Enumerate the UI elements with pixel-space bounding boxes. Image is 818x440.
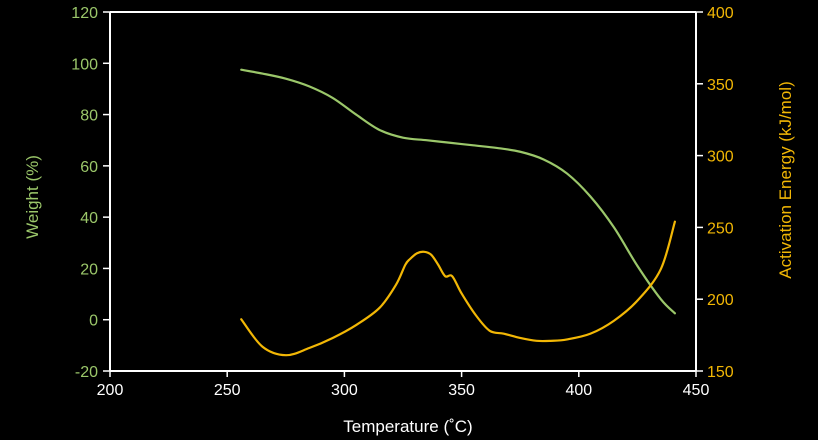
y-tick-label: 120 — [71, 5, 98, 22]
y-tick-label: -20 — [75, 364, 98, 381]
y-tick-label: 40 — [80, 210, 98, 227]
y-axis-title: Weight (%) — [23, 155, 42, 239]
y2-tick-label: 250 — [707, 220, 734, 237]
series-layer — [240, 68, 676, 357]
x-axis-title: Temperature (˚C) — [343, 417, 472, 436]
y-tick-label: 80 — [80, 108, 98, 125]
tick-labels: 200 250 300 350 400 450 -20 0 20 40 60 80 100 120 150 2… — [71, 5, 734, 399]
y2-tick-label: 300 — [707, 149, 734, 166]
y2-tick-label: 400 — [707, 5, 734, 22]
y2-tick-label: 350 — [707, 77, 734, 94]
x-tick-label: 450 — [683, 382, 710, 399]
activation-energy-line — [240, 220, 676, 357]
y-tick-label: 20 — [80, 261, 98, 278]
y-tick-label: 60 — [80, 159, 98, 176]
y-tick-label: 0 — [89, 313, 98, 330]
x-tick-label: 400 — [565, 382, 592, 399]
y-tick-label: 100 — [71, 56, 98, 73]
x-tick-label: 200 — [97, 382, 124, 399]
y2-tick-label: 150 — [707, 364, 734, 381]
y2-tick-label: 200 — [707, 292, 734, 309]
y2-axis-title: Activation Energy (kJ/mol) — [776, 81, 795, 278]
axes — [103, 11, 703, 377]
x-tick-label: 250 — [214, 382, 241, 399]
weight-line — [240, 68, 676, 315]
x-tick-label: 300 — [331, 382, 358, 399]
x-tick-label: 350 — [448, 382, 475, 399]
